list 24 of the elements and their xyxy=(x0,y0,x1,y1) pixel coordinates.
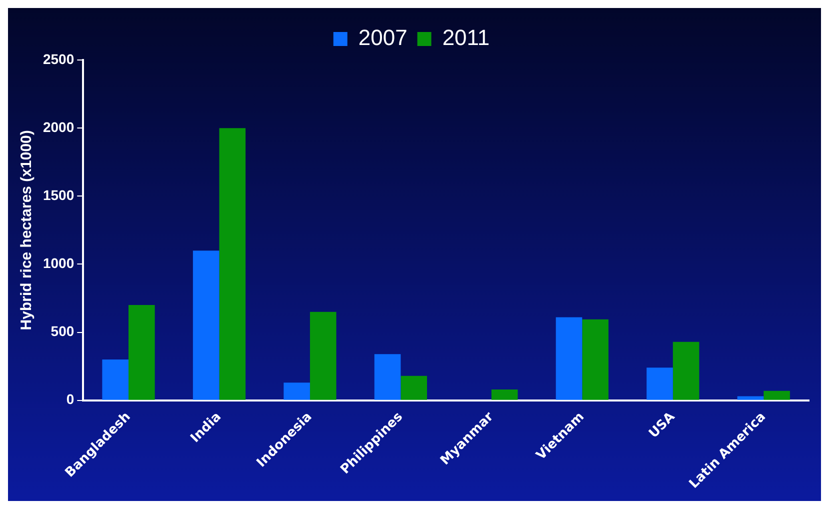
bar xyxy=(102,360,129,400)
bar xyxy=(646,368,673,400)
bar xyxy=(192,250,220,400)
bar xyxy=(284,382,310,400)
y-tick-label: 1500 xyxy=(42,187,74,203)
bar xyxy=(219,128,246,400)
bar xyxy=(582,319,608,400)
bar xyxy=(556,317,582,400)
legend-label: 2011 xyxy=(442,25,490,50)
bar xyxy=(374,354,401,400)
y-tick-label: 500 xyxy=(50,323,74,340)
y-axis-title: Hybrid rice hectares (x1000) xyxy=(18,130,36,330)
y-tick-label: 2000 xyxy=(42,118,74,135)
bar xyxy=(128,305,155,400)
y-tick-label: 2500 xyxy=(42,50,74,67)
bar xyxy=(672,342,700,400)
bar xyxy=(764,390,790,400)
y-tick-label: 1000 xyxy=(42,255,74,272)
y-tick-label: 0 xyxy=(66,391,74,408)
bar xyxy=(491,389,518,400)
legend-label: 2007 xyxy=(358,25,408,50)
bar xyxy=(737,396,764,400)
bar xyxy=(310,312,336,400)
bar xyxy=(400,376,428,400)
